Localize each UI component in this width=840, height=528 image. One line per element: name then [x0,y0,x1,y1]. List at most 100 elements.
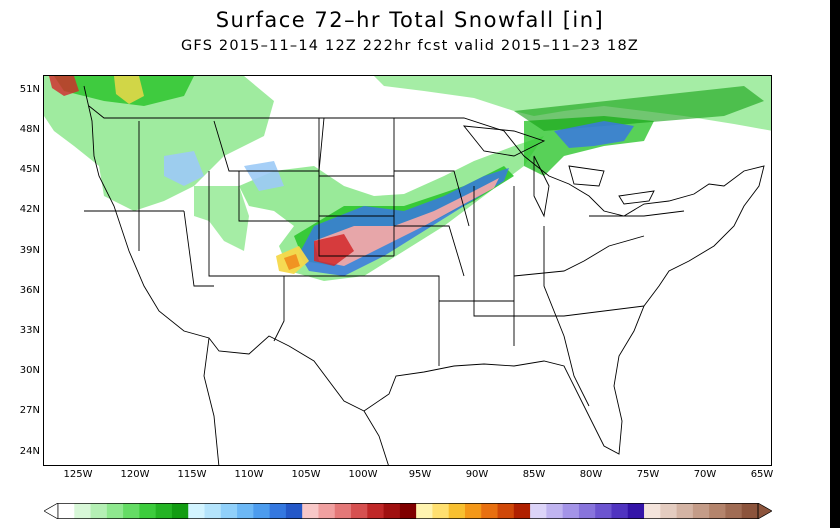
colorbar-segment [676,503,694,519]
lat-label-48n: 48N [19,124,40,135]
map-panel [43,75,772,466]
colorbar-segment [725,503,743,519]
lat-label-42n: 42N [19,204,40,215]
snow-area-canada [374,76,771,131]
colorbar-segment [139,503,157,519]
lon-label-70w: 70W [693,469,717,480]
lon-label-105w: 105W [291,469,321,480]
colorbar-segment [74,503,91,519]
political-boundaries [83,85,765,465]
colorbar-segment [692,503,710,519]
state-line-18 [513,235,645,277]
snow-spot-orange-colorado [284,254,300,270]
state-line-3 [183,210,214,287]
colorbar-segment [237,503,254,519]
lon-label-75w: 75W [636,469,660,480]
lon-label-125w: 125W [63,469,93,480]
mexico-border [203,337,220,465]
lat-label-45n: 45N [19,164,40,175]
colorbar-segment [530,503,547,519]
lon-label-100w: 100W [348,469,378,480]
colorbar-segment [644,503,661,519]
snow-area-mountains [194,186,249,251]
colorbar-segment [318,503,336,519]
snow-spot-blue-wyoming [244,161,284,191]
colorbar-segment [123,503,140,519]
state-line-2 [84,210,140,251]
lon-label-90w: 90W [465,469,489,480]
colorbar-arrow-right [757,503,772,519]
window-edge-bar [830,0,840,528]
colorbar-segment [627,503,645,519]
colorbar-segment [367,503,384,519]
snowfall-map [44,76,771,465]
colorbar-segment [578,503,596,519]
colorbar-segment [448,503,466,519]
chart-subtitle: GFS 2015–11–14 12Z 222hr fcst valid 2015… [180,38,640,54]
snow-spot-red-northwest [49,76,79,96]
colorbar-segment [546,503,564,519]
colorbar-arrow-left [44,503,59,519]
state-line-4 [208,171,284,277]
colorbar-segment [90,503,108,519]
lon-label-95w: 95W [408,469,432,480]
state-line-14 [394,170,470,227]
lon-label-120w: 120W [120,469,150,480]
snow-spot-blue-rockies [164,151,204,186]
snow-band-pink-core [314,178,499,266]
colorbar-segment [497,503,515,519]
state-line-7 [318,118,394,257]
lat-label-36n: 36N [19,285,40,296]
colorbar-segment [171,503,189,519]
colorbar-segment [709,503,726,519]
lat-label-33n: 33N [19,325,40,336]
colorbar-segment [334,503,352,519]
colorbar-segment [383,503,401,519]
snow-area-northwest [44,76,274,211]
colorbar-segment [481,503,498,519]
lat-label-39n: 39N [19,245,40,256]
state-line-22 [589,210,685,217]
chart-title: Surface 72–hr Total Snowfall [in] [215,8,605,32]
lat-label-30n: 30N [19,365,40,376]
colorbar-segment [106,503,124,519]
state-line-21 [563,335,590,407]
snow-band-darkgreen-3 [514,86,764,131]
state-line-5 [213,117,325,172]
colorbar-segment [220,503,238,519]
colorbar-segment [464,503,482,519]
lat-label-51n: 51N [19,84,40,95]
lat-label-24n: 24N [19,446,40,457]
colorbar-segment [513,503,531,519]
snowfall-colorbar [44,503,772,519]
colorbar-segment [562,503,580,519]
state-line-15 [473,186,514,317]
state-line-20 [514,305,645,317]
state-line-19 [543,226,565,337]
snowfall-field-red [49,76,499,274]
snow-band-blue-lakes [554,121,634,148]
colorbar-segment [253,503,271,519]
colorbar-segment [188,503,205,519]
colorbar-segment [351,503,368,519]
colorbar-segment [660,503,678,519]
lon-label-115w: 115W [177,469,207,480]
colorbar-segment [399,503,417,519]
colorbar-segment [204,503,222,519]
snow-spot-red-colorado [314,234,354,266]
colorbar-segment [595,503,612,519]
lon-label-65w: 65W [750,469,774,480]
colorbar-segment [432,503,450,519]
state-line-13 [394,225,465,277]
lon-label-80w: 80W [579,469,603,480]
state-line-12 [284,275,440,366]
lon-label-85w: 85W [522,469,546,480]
colorbar-segment [58,503,75,519]
colorbar-segment [302,503,319,519]
lat-label-27n: 27N [19,405,40,416]
lon-label-110w: 110W [234,469,264,480]
colorbar-segment [741,503,759,519]
state-line-8 [273,276,285,342]
great-lakes [462,125,655,218]
colorbar-segment [269,503,287,519]
